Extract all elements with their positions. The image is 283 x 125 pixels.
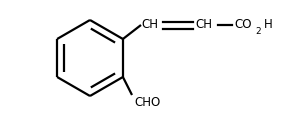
Text: CO: CO	[234, 18, 252, 32]
Text: H: H	[264, 18, 273, 32]
Text: 2: 2	[255, 26, 261, 36]
Text: CH: CH	[141, 18, 158, 32]
Text: CH: CH	[195, 18, 212, 32]
Text: CHO: CHO	[134, 96, 160, 109]
